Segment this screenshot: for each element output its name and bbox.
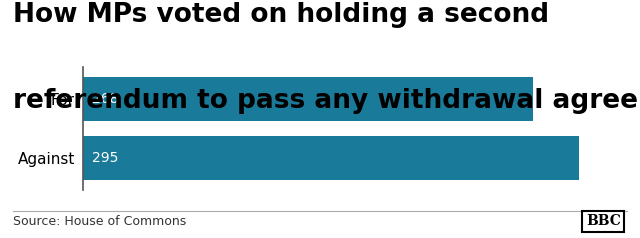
Text: Source: House of Commons: Source: House of Commons xyxy=(13,215,186,228)
Text: referendum to pass any withdrawal agreement: referendum to pass any withdrawal agreem… xyxy=(13,88,640,114)
Text: BBC: BBC xyxy=(586,214,621,228)
Text: 268: 268 xyxy=(92,92,118,106)
Text: 295: 295 xyxy=(92,151,118,165)
Bar xyxy=(83,136,579,180)
Bar xyxy=(83,77,533,121)
Text: How MPs voted on holding a second: How MPs voted on holding a second xyxy=(13,2,549,28)
